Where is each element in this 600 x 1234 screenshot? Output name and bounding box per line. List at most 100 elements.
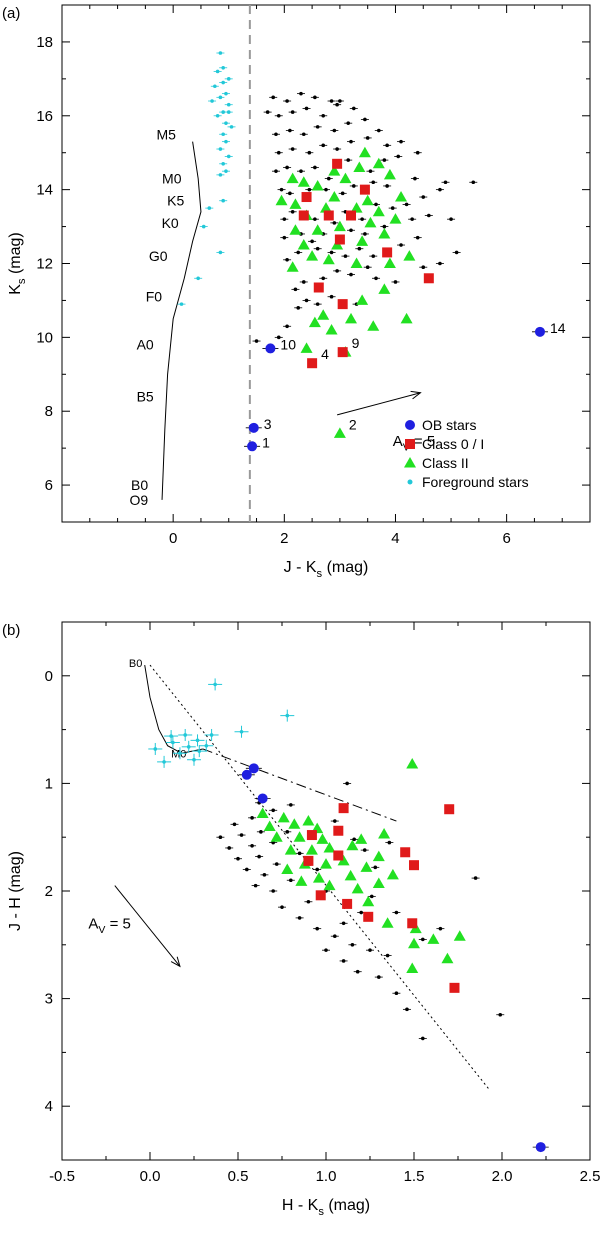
class-0-i-marker [323, 210, 334, 221]
ob-star-marker [248, 422, 259, 433]
star-point [276, 335, 281, 340]
star-point [282, 235, 287, 240]
foreground-star-point [221, 198, 225, 203]
star-point [285, 830, 290, 834]
star-point [345, 781, 349, 786]
class-0-i-marker [337, 347, 348, 358]
foreground-star-point [221, 132, 225, 137]
star-point [306, 899, 311, 904]
y-tick-label: 16 [36, 108, 53, 125]
x-axis-label-main: J - K [284, 559, 317, 576]
x-axis-label-main: H - K [282, 1197, 319, 1214]
class-ii-marker [297, 239, 310, 250]
star-point [232, 822, 237, 827]
foreground-star-point [239, 729, 244, 734]
star-point [399, 243, 403, 247]
star-point [301, 132, 306, 137]
x-tick-label: 0 [169, 530, 177, 547]
star-point [333, 934, 337, 938]
source-label: 2 [349, 416, 357, 432]
foreground-star-point [218, 51, 223, 55]
foreground-star-point [178, 751, 182, 756]
star-point [415, 235, 420, 240]
star-point [218, 835, 223, 839]
class-ii-marker [344, 869, 357, 881]
star-point [254, 339, 259, 343]
star-point [296, 250, 301, 255]
class-ii-marker [372, 205, 385, 217]
class-0-i-marker [444, 804, 455, 815]
class-ii-marker [333, 220, 346, 232]
star-point [335, 147, 339, 151]
axis-ticks [61, 621, 591, 1161]
x-tick-label: 0.5 [228, 1168, 249, 1185]
class-ii-marker [346, 839, 359, 851]
star-point [427, 213, 431, 218]
spectral-type-label: M0 [162, 171, 182, 187]
star-point [271, 95, 276, 100]
star-point [301, 280, 306, 284]
star-point [289, 878, 293, 883]
star-point [473, 876, 478, 880]
class-ii-marker [361, 194, 374, 206]
class-ii-marker [378, 827, 391, 839]
class-ii-marker [406, 962, 419, 973]
star-point [365, 136, 370, 140]
star-point [289, 803, 293, 807]
legend-marker-class-0-i [405, 439, 415, 449]
class-ii-marker [281, 863, 294, 874]
spectral-type-label: K5 [167, 193, 184, 209]
star-point [332, 128, 337, 133]
star-point [329, 99, 334, 103]
class-ii-marker [325, 323, 338, 335]
star-point [368, 948, 372, 952]
class-ii-marker [362, 895, 375, 907]
star-point [390, 206, 395, 210]
star-point [313, 217, 317, 221]
star-point [321, 143, 326, 148]
star-point [315, 926, 320, 931]
foreground-star-point [226, 77, 231, 81]
y-axis-label: Ks (mag) [7, 232, 28, 295]
foreground-star-point [215, 113, 220, 118]
star-point [351, 106, 356, 111]
star-point [374, 276, 378, 281]
star-point [250, 816, 254, 820]
star-point [421, 195, 426, 199]
star-point [236, 856, 240, 861]
star-point [285, 324, 289, 329]
extinction-arrow-label: AV = 5 [88, 915, 130, 936]
star-point [335, 102, 339, 107]
star-point [259, 830, 263, 834]
panel-label: (a) [2, 5, 20, 22]
extinction-arrow [336, 392, 421, 416]
source-label: 14 [550, 320, 566, 336]
y-tick-label: 6 [45, 477, 53, 494]
star-point [385, 184, 389, 188]
ob-stars [244, 326, 548, 452]
star-point [338, 99, 342, 103]
class-ii-marker [378, 227, 391, 239]
star-point [369, 894, 374, 899]
spectral-type-label: M5 [156, 126, 176, 142]
star-point [279, 187, 284, 192]
class-ii-marker [339, 172, 352, 184]
class-ii-marker [350, 257, 363, 268]
ob-star-marker [257, 793, 268, 804]
star-point [274, 132, 278, 137]
main-sequence-line [161, 141, 202, 500]
foreground-star-point [171, 740, 175, 745]
star-point [385, 143, 389, 148]
spectral-type-label: G0 [149, 248, 168, 264]
class-ii-marker [408, 937, 420, 949]
star-point [368, 169, 373, 173]
star-point [282, 217, 287, 221]
x-tick-label: 4 [391, 530, 399, 547]
y-tick-label: 14 [36, 182, 53, 199]
foreground-star-point [207, 206, 212, 210]
foreground-star-point [285, 713, 290, 718]
star-point [371, 180, 376, 185]
foreground-stars [148, 678, 295, 768]
spectral-type-label: K0 [162, 215, 179, 231]
star-point [382, 224, 387, 229]
